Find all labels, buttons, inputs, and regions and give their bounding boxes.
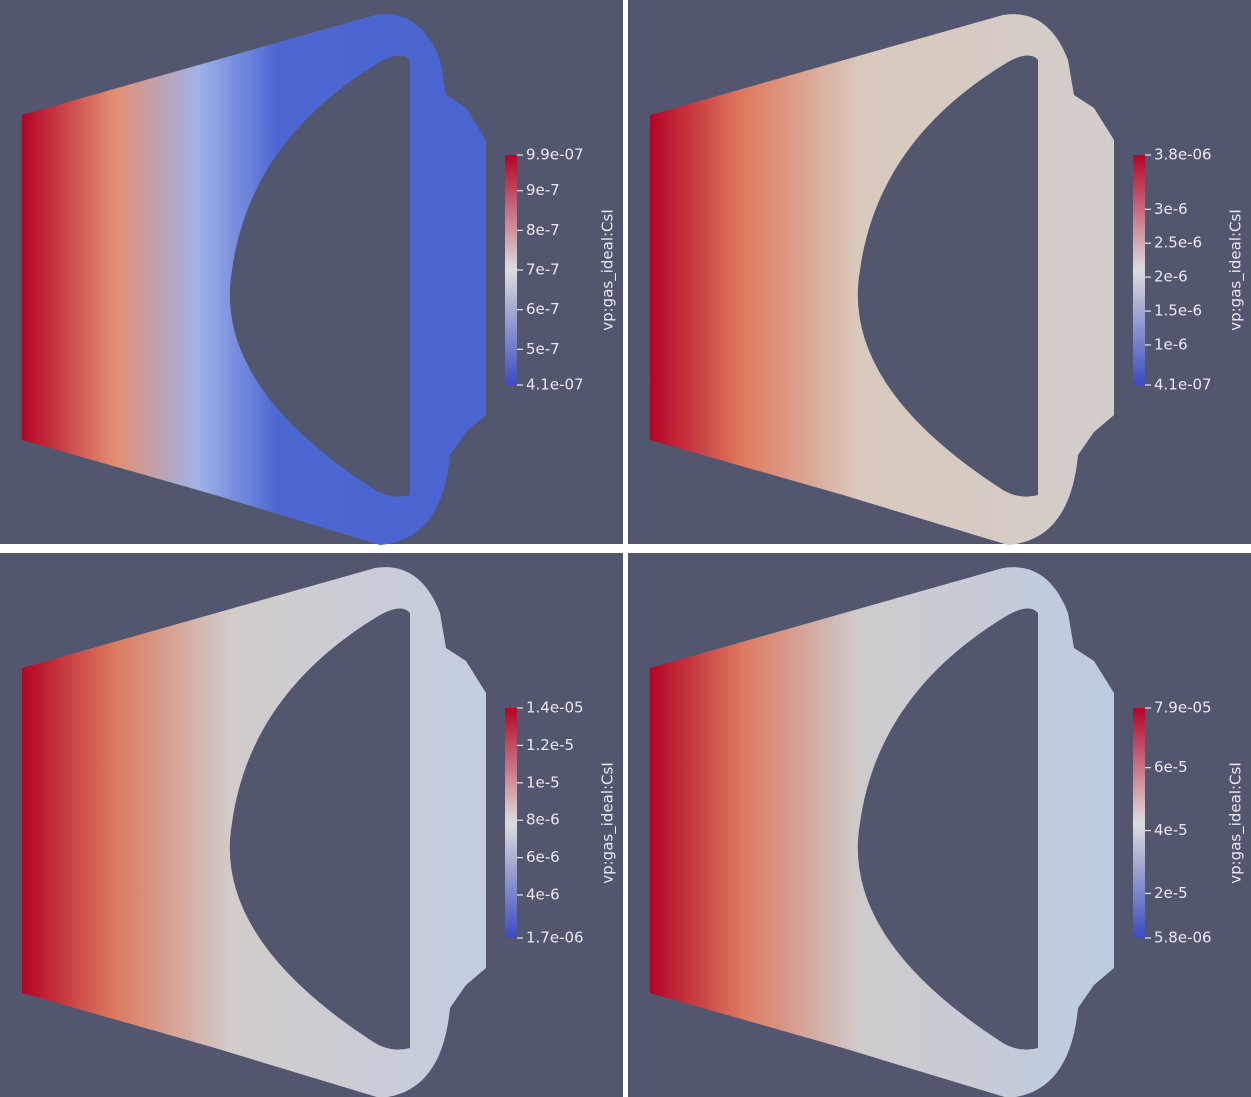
colorbar-tick-label: 8e-7: [526, 221, 560, 239]
colorbar: [1133, 708, 1145, 938]
colorbar-tick-label: 3.8e-06: [1154, 146, 1212, 164]
colorbar-tick-label: 9.9e-07: [526, 146, 584, 164]
screenshot: 9.9e-07 9e-7 8e-7 7e-7 6e-7 5e-7 4.1e-07 vp:gas…: [0, 0, 1251, 1097]
colorbar-tick-label: 4.1e-07: [526, 376, 584, 394]
viewport-panel: 9.9e-07 9e-7 8e-7 7e-7 6e-7 5e-7 4.1e-07 vp:gas…: [0, 0, 623, 545]
colorbar-tick-label: 4e-6: [526, 885, 560, 903]
colorbar-tick-label: 5e-7: [526, 340, 560, 358]
colorbar-tick-label: 2e-5: [1154, 884, 1188, 902]
colorbar-tick-label: 4.1e-07: [1154, 376, 1212, 394]
colorbar-tick-label: 1e-5: [526, 773, 560, 791]
colorbar-tick-label: 7.9e-05: [1154, 699, 1212, 717]
colorbar-tick-label: 7e-7: [526, 261, 560, 279]
colorbar-title: vp:gas_ideal:CsI: [1227, 209, 1246, 331]
viewport-panel: 7.9e-05 6e-5 4e-5 2e-5 5.8e-06 vp:gas_ideal:C…: [628, 553, 1251, 1097]
colorbar-tick-label: 6e-6: [526, 848, 560, 866]
colorbar: [505, 155, 517, 385]
colorbar-title: vp:gas_ideal:CsI: [1227, 762, 1246, 884]
colorbar-tick-label: 2e-6: [1154, 268, 1188, 286]
viewport-panel: 3.8e-06 3e-6 2.5e-6 2e-6 1.5e-6 1e-6 4.1e-07 vp…: [628, 0, 1251, 545]
colorbar-tick-label: 9e-7: [526, 181, 560, 199]
colorbar-title: vp:gas_ideal:CsI: [599, 209, 618, 331]
colorbar-tick-label: 6e-5: [1154, 758, 1188, 776]
viewport-panel: 1.4e-05 1.2e-5 1e-5 8e-6 6e-6 4e-6 1.7e-06 vp:g…: [0, 553, 623, 1097]
colorbar-tick-label: 4e-5: [1154, 821, 1188, 839]
colorbar-tick-label: 6e-7: [526, 300, 560, 318]
colorbar-tick-label: 8e-6: [526, 811, 560, 829]
colorbar: [1133, 155, 1145, 385]
colorbar-tick-label: 2.5e-6: [1154, 234, 1202, 252]
colorbar-tick-label: 1e-6: [1154, 335, 1188, 353]
colorbar-tick-label: 3e-6: [1154, 200, 1188, 218]
colorbar: [505, 708, 517, 938]
colorbar-tick-label: 5.8e-06: [1154, 929, 1212, 947]
colorbar-tick-label: 1.7e-06: [526, 929, 584, 947]
colorbar-tick-label: 1.2e-5: [526, 736, 574, 754]
colorbar-title: vp:gas_ideal:CsI: [599, 762, 618, 884]
colorbar-tick-label: 1.4e-05: [526, 699, 584, 717]
colorbar-tick-label: 1.5e-6: [1154, 302, 1202, 320]
